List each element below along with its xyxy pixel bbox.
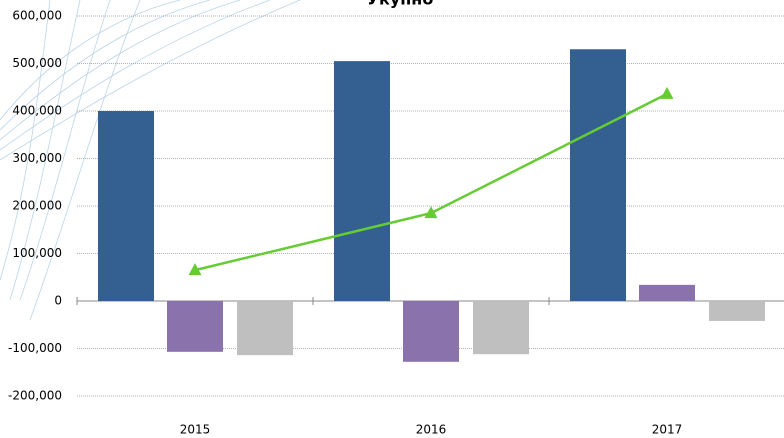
bar	[570, 49, 626, 301]
y-tick-label: -200,000	[8, 389, 62, 403]
y-tick-label: 500,000	[12, 56, 62, 70]
bar	[639, 285, 695, 301]
chart-title: Укупно	[367, 0, 434, 9]
y-tick-label: 100,000	[12, 246, 62, 260]
x-tick-label: 2017	[652, 423, 683, 437]
bar	[473, 301, 529, 354]
line-marker	[661, 87, 674, 99]
bar	[237, 301, 293, 355]
x-tick-label: 2016	[416, 423, 447, 437]
y-tick-label: 0	[54, 294, 62, 308]
chart: Укупно -200,000 -100,000 0 100,000 200,000 30…	[0, 0, 784, 438]
bar	[167, 301, 223, 352]
y-tick-label: -100,000	[8, 341, 62, 355]
y-tick-label: 400,000	[12, 104, 62, 118]
bar	[334, 61, 390, 301]
y-tick-label: 200,000	[12, 199, 62, 213]
y-tick-label: 300,000	[12, 151, 62, 165]
y-tick-label: 600,000	[12, 9, 62, 23]
bar	[709, 301, 765, 321]
swirl-line	[0, 0, 50, 280]
x-tick-label: 2015	[180, 423, 211, 437]
bar	[98, 111, 154, 301]
bar	[403, 301, 459, 362]
